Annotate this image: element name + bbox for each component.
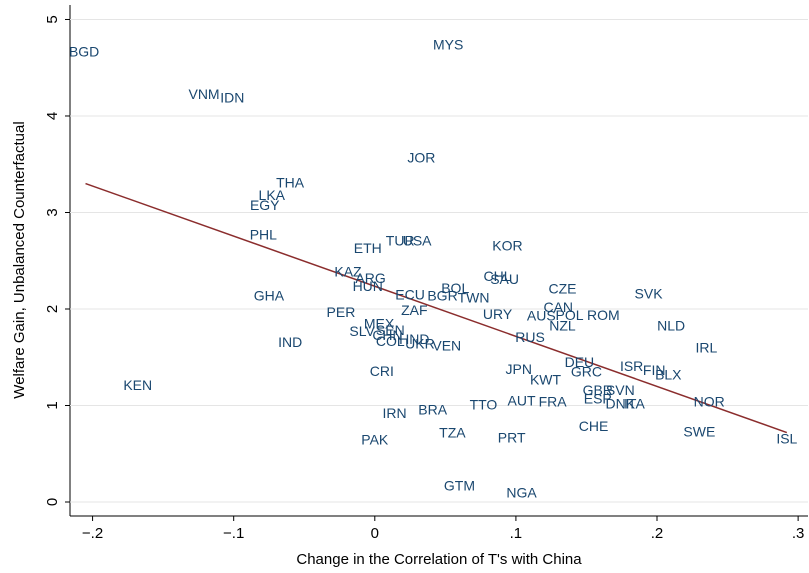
point-label: POL <box>556 307 584 323</box>
y-tick-label: 4 <box>44 112 61 120</box>
point-label: VNM <box>188 86 219 102</box>
point-label: IDN <box>220 90 244 106</box>
point-label: AUS <box>527 308 556 324</box>
point-label: JOR <box>407 149 435 165</box>
point-label: HND <box>399 331 429 347</box>
x-tick-label: −.2 <box>82 525 103 542</box>
point-label: IRN <box>382 405 406 421</box>
point-label: RUS <box>515 329 545 345</box>
point-label: BLX <box>655 367 682 383</box>
point-label: ITA <box>624 396 645 412</box>
x-tick-label: .1 <box>510 525 523 542</box>
point-label: ESP <box>584 391 612 407</box>
point-label: NZL <box>549 317 576 333</box>
point-label: UKR <box>405 336 435 352</box>
point-label: MEX <box>364 315 395 331</box>
point-label: EGY <box>250 197 280 213</box>
point-label: HUN <box>353 278 383 294</box>
point-label: MYS <box>433 37 463 53</box>
fit-line <box>85 182 788 434</box>
y-tick-label: 1 <box>44 401 61 409</box>
point-label: SVK <box>635 286 664 302</box>
point-label: KEN <box>123 377 152 393</box>
point-label: BRA <box>418 401 447 417</box>
point-label: PER <box>327 304 356 320</box>
point-label: USA <box>403 232 432 248</box>
point-label: BGD <box>69 43 99 59</box>
point-label: SVN <box>606 382 635 398</box>
point-label: PHL <box>250 227 277 243</box>
point-label: GRC <box>571 364 602 380</box>
point-label: ISR <box>620 358 643 374</box>
point-label: TUR <box>386 232 415 248</box>
point-label: THA <box>276 175 305 191</box>
point-label: FRA <box>539 394 568 410</box>
point-label: PRT <box>498 429 526 445</box>
point-label: TTO <box>470 397 498 413</box>
point-label: AUT <box>508 393 536 409</box>
point-label: FIN <box>643 362 666 378</box>
y-tick-label: 3 <box>44 208 61 216</box>
x-tick-label: 0 <box>371 525 379 542</box>
point-label: DNK <box>606 396 636 412</box>
point-label: KWT <box>530 371 562 387</box>
point-label: DEU <box>565 354 595 370</box>
point-label: GTM <box>444 478 475 494</box>
y-tick-label: 2 <box>44 305 61 313</box>
y-tick-label: 0 <box>44 498 61 506</box>
point-label: CZE <box>548 281 576 297</box>
x-axis-title: Change in the Correlation of T's with Ch… <box>296 551 582 568</box>
point-label: IRL <box>696 340 718 356</box>
point-label: ETH <box>354 240 382 256</box>
point-label: KAZ <box>334 263 362 279</box>
point-label: CAN <box>543 299 573 315</box>
x-tick-label: .2 <box>651 525 664 542</box>
y-tick-label: 5 <box>44 15 61 23</box>
point-label: SEN <box>376 322 405 338</box>
point-label: NLD <box>657 317 685 333</box>
point-label: JPN <box>506 361 532 377</box>
point-label: ISL <box>776 430 797 446</box>
point-label: CHE <box>579 418 609 434</box>
point-label: SWE <box>683 424 715 440</box>
point-label: ECU <box>395 287 425 303</box>
point-label: CHL <box>484 268 512 284</box>
point-label: TZA <box>439 425 466 441</box>
point-label: GBR <box>583 382 613 398</box>
point-label: URY <box>483 306 513 322</box>
point-label: SLV <box>349 323 375 339</box>
point-label: COL <box>376 333 405 349</box>
y-axis-title: Welfare Gain, Unbalanced Counterfactual <box>11 121 28 398</box>
point-label: CHN <box>372 327 402 343</box>
point-label: NGA <box>506 484 537 500</box>
point-label: BGR <box>427 287 457 303</box>
point-label: BOL <box>441 280 469 296</box>
point-label: NOR <box>694 394 725 410</box>
point-label: ZAF <box>401 302 427 318</box>
point-label: KOR <box>492 237 522 253</box>
point-label: SAU <box>490 271 519 287</box>
x-tick-label: .3 <box>792 525 805 542</box>
point-label: IND <box>278 334 302 350</box>
point-label: ROM <box>587 307 620 323</box>
x-tick-label: −.1 <box>223 525 244 542</box>
point-label: CRI <box>370 363 394 379</box>
point-label: PAK <box>361 431 389 447</box>
point-label: GHA <box>254 287 285 303</box>
point-label: TWN <box>458 289 490 305</box>
point-label: VEN <box>432 338 461 354</box>
point-label: ARG <box>355 270 385 286</box>
point-label: LKA <box>259 187 286 203</box>
